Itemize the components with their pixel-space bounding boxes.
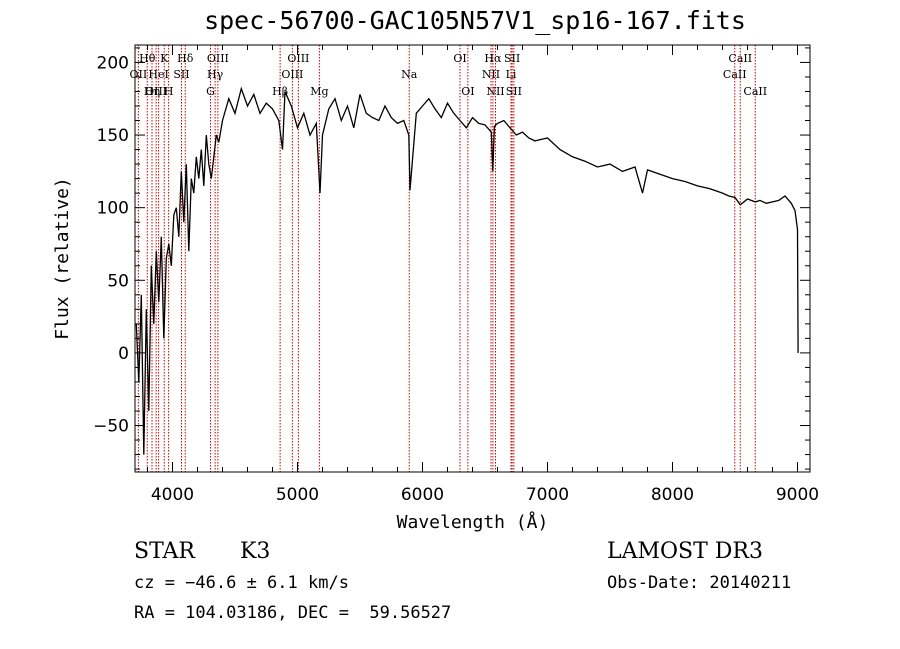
- spectral-line-label: NII: [486, 85, 504, 98]
- spectral-line-label: CaII: [743, 85, 767, 98]
- obs-date: Obs-Date: 20140211: [607, 573, 792, 593]
- flux-series-line: [135, 86, 799, 455]
- spectral-line-label: OII: [130, 68, 148, 81]
- spectral-line-label: Hγ: [207, 68, 224, 81]
- spectral-line-label: Mg: [310, 85, 328, 98]
- spectral-line-label: OIII: [287, 52, 309, 65]
- y-tick-label: −50: [93, 417, 129, 437]
- spectral-line-label: OIII: [207, 52, 229, 65]
- x-tick-label: 8000: [651, 485, 694, 505]
- redshift-cz: cz = −46.6 ± 6.1 km/s: [134, 573, 349, 593]
- spectral-line-label: H: [164, 85, 174, 98]
- spectral-line-label: CaII: [728, 52, 752, 65]
- axis-ticks: 4000 5000 6000 7000 8000 9000 −50 0 50 100 150 200: [93, 45, 819, 505]
- object-subclass: K3: [240, 539, 271, 564]
- spectral-line-label: Hα: [484, 52, 502, 65]
- spectral-line-label: SII: [173, 68, 189, 81]
- spectral-line-label: NII: [482, 68, 500, 81]
- y-tick-label: 100: [97, 199, 129, 219]
- spectral-line-label: Hβ: [272, 85, 288, 98]
- y-tick-label: 200: [97, 53, 129, 73]
- x-tick-label: 5000: [276, 485, 319, 505]
- x-tick-label: 7000: [526, 485, 569, 505]
- spectral-line-label: HeI: [148, 68, 168, 81]
- spectral-line-label: Hη: [144, 85, 160, 98]
- spectral-line-label: G: [206, 85, 215, 98]
- spectral-line-label: Hθ: [139, 52, 156, 65]
- y-tick-label: 50: [107, 271, 129, 291]
- spectral-line-label: OIII: [281, 68, 303, 81]
- x-tick-label: 6000: [401, 485, 444, 505]
- spectral-line-label: OI: [461, 85, 474, 98]
- spectral-line-label: Hδ: [177, 52, 194, 65]
- spectral-line-label: CaII: [723, 68, 747, 81]
- spectral-line-label: OI: [453, 52, 466, 65]
- spectral-line-label: K: [160, 52, 169, 65]
- coordinates: RA = 104.03186, DEC = 59.56527: [134, 603, 452, 623]
- spectral-line-label: Na: [401, 68, 418, 81]
- chart-title: spec-56700-GAC105N57V1_sp16-167.fits: [204, 6, 746, 35]
- y-tick-label: 0: [118, 344, 129, 364]
- spectral-line-label: Li: [506, 68, 517, 81]
- spectral-line-label: SII: [504, 52, 520, 65]
- spectral-line-markers: [137, 45, 756, 472]
- x-tick-label: 9000: [776, 485, 819, 505]
- y-tick-label: 150: [97, 126, 129, 146]
- x-axis-label: Wavelength (Å): [397, 511, 549, 533]
- spectral-line-label: OIII: [145, 85, 167, 98]
- spectral-line-label: SII: [506, 85, 522, 98]
- x-tick-label: 4000: [151, 485, 194, 505]
- survey-name: LAMOST DR3: [607, 539, 763, 564]
- y-axis-label: Flux (relative): [52, 177, 73, 340]
- object-class: STAR: [134, 539, 195, 564]
